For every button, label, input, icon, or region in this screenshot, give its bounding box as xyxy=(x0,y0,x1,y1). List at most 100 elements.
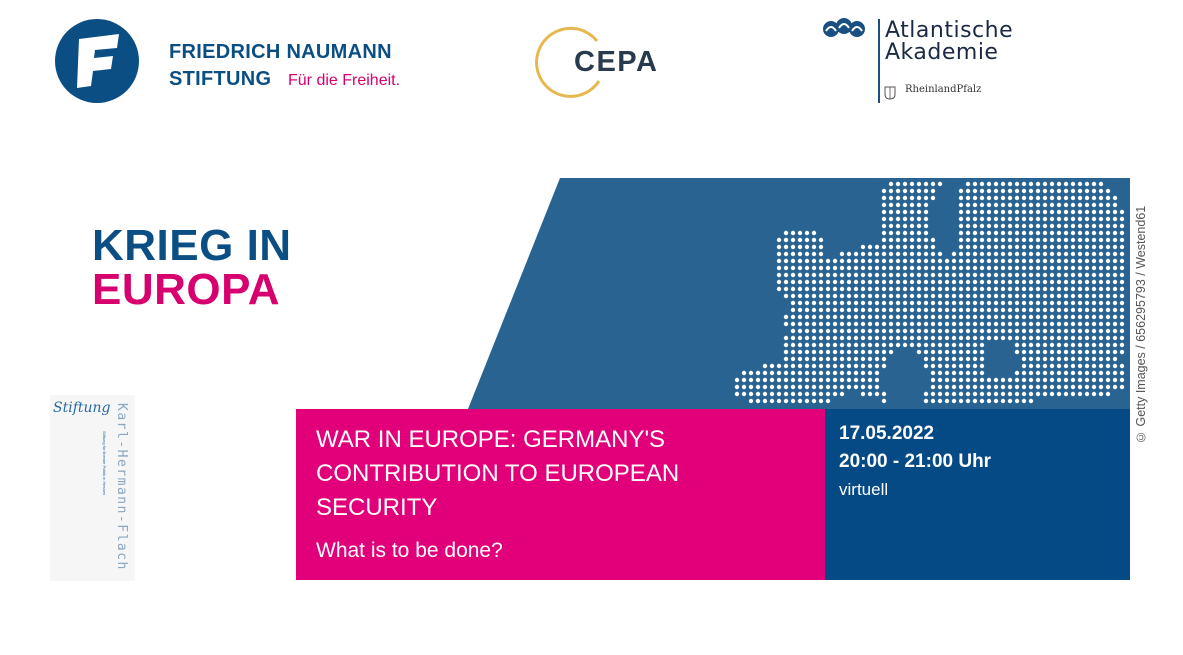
map-dot xyxy=(748,370,754,376)
map-dot xyxy=(1049,195,1055,201)
map-dot xyxy=(958,244,964,250)
map-dot xyxy=(1091,328,1097,334)
map-dot xyxy=(1084,321,1090,327)
map-dot xyxy=(958,398,964,404)
map-dot xyxy=(1014,195,1020,201)
map-dot xyxy=(972,356,978,362)
map-dot xyxy=(1049,328,1055,334)
map-dot xyxy=(965,258,971,264)
map-dot xyxy=(1105,258,1111,264)
map-dot xyxy=(958,335,964,341)
map-dot xyxy=(1070,328,1076,334)
map-dot xyxy=(916,251,922,257)
map-dot xyxy=(881,216,887,222)
map-dot xyxy=(972,321,978,327)
map-dot xyxy=(1021,328,1027,334)
map-dot xyxy=(1119,209,1125,215)
map-dot xyxy=(790,356,796,362)
map-dot xyxy=(944,349,950,355)
map-dot xyxy=(860,356,866,362)
event-title-box: WAR IN EUROPE: GERMANY'S CONTRIBUTION TO… xyxy=(296,409,825,580)
map-dot xyxy=(895,244,901,250)
map-dot xyxy=(797,258,803,264)
map-dot xyxy=(895,195,901,201)
map-dot xyxy=(944,258,950,264)
map-dot xyxy=(811,398,817,404)
map-dot xyxy=(790,398,796,404)
map-dot xyxy=(930,398,936,404)
map-dot xyxy=(993,272,999,278)
map-dot xyxy=(888,195,894,201)
map-dot xyxy=(797,286,803,292)
map-dot xyxy=(1105,349,1111,355)
map-dot xyxy=(1112,370,1118,376)
map-dot xyxy=(1105,244,1111,250)
map-dot xyxy=(1084,244,1090,250)
map-dot xyxy=(979,377,985,383)
map-dot xyxy=(1056,356,1062,362)
map-dot xyxy=(804,377,810,383)
map-dot xyxy=(839,349,845,355)
map-dot xyxy=(986,258,992,264)
map-dot xyxy=(811,356,817,362)
map-dot xyxy=(1098,328,1104,334)
map-dot xyxy=(965,363,971,369)
map-dot xyxy=(853,321,859,327)
map-dot xyxy=(979,314,985,320)
map-dot xyxy=(909,328,915,334)
map-dot xyxy=(916,342,922,348)
map-dot xyxy=(916,265,922,271)
map-dot xyxy=(1021,314,1027,320)
map-dot xyxy=(853,272,859,278)
map-dot xyxy=(895,293,901,299)
map-dot xyxy=(965,356,971,362)
map-dot xyxy=(1112,216,1118,222)
map-dot xyxy=(1070,349,1076,355)
map-dot xyxy=(1007,377,1013,383)
map-dot xyxy=(930,195,936,201)
map-dot xyxy=(783,384,789,390)
map-dot xyxy=(888,293,894,299)
map-dot xyxy=(818,328,824,334)
map-dot xyxy=(1077,265,1083,271)
map-dot xyxy=(937,307,943,313)
map-dot xyxy=(1105,202,1111,208)
map-dot xyxy=(797,384,803,390)
map-dot xyxy=(1077,286,1083,292)
map-dot xyxy=(839,265,845,271)
map-dot xyxy=(1105,314,1111,320)
map-dot xyxy=(916,335,922,341)
map-dot xyxy=(937,342,943,348)
map-dot xyxy=(1035,230,1041,236)
map-dot xyxy=(923,216,929,222)
map-dot xyxy=(902,230,908,236)
map-dot xyxy=(1042,237,1048,243)
map-dot xyxy=(790,328,796,334)
map-dot xyxy=(1007,188,1013,194)
map-dot xyxy=(923,335,929,341)
map-dot xyxy=(986,398,992,404)
map-dot xyxy=(797,356,803,362)
map-dot xyxy=(1077,328,1083,334)
map-dot xyxy=(1112,230,1118,236)
map-dot xyxy=(881,272,887,278)
map-dot xyxy=(1014,300,1020,306)
map-dot xyxy=(888,342,894,348)
map-dot xyxy=(1070,237,1076,243)
map-dot xyxy=(993,188,999,194)
map-dot xyxy=(846,349,852,355)
map-dot xyxy=(1112,286,1118,292)
map-dot xyxy=(1070,321,1076,327)
map-dot xyxy=(825,356,831,362)
map-dot xyxy=(811,307,817,313)
map-dot xyxy=(762,370,768,376)
map-dot xyxy=(958,286,964,292)
map-dot xyxy=(1000,216,1006,222)
map-dot xyxy=(1042,244,1048,250)
map-dot xyxy=(1007,398,1013,404)
map-dot xyxy=(1042,384,1048,390)
map-dot xyxy=(1035,188,1041,194)
map-dot xyxy=(909,181,915,187)
map-dot xyxy=(1084,223,1090,229)
map-dot xyxy=(1049,244,1055,250)
